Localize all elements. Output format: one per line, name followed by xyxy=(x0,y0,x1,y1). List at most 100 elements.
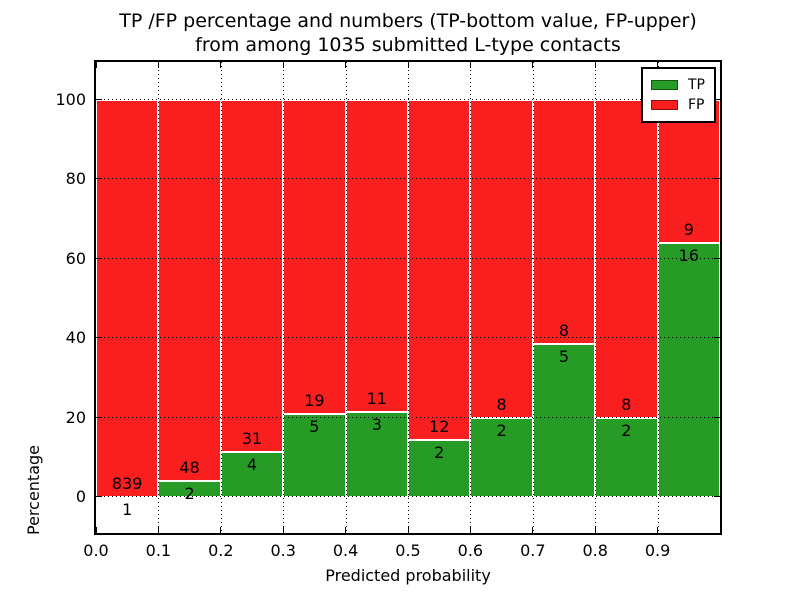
x-tick-mark xyxy=(407,62,409,68)
y-tick-mark xyxy=(714,337,720,339)
x-tick-mark xyxy=(220,527,222,533)
fp-bar-segment xyxy=(470,99,533,418)
x-tick-mark xyxy=(282,62,284,68)
tp-count-label: 5 xyxy=(558,347,570,367)
y-tick-mark xyxy=(714,496,720,498)
x-tick-mark xyxy=(594,62,596,68)
tp-count-label: 2 xyxy=(434,443,445,463)
v-gridline xyxy=(532,62,534,533)
y-tick-label: 100 xyxy=(55,89,86,109)
v-gridline xyxy=(595,62,597,533)
x-tick-mark xyxy=(407,527,409,533)
fp-bar-segment xyxy=(408,99,471,441)
tp-bar-segment xyxy=(657,242,720,498)
tp-count-label: 16 xyxy=(678,245,699,265)
y-tick-mark xyxy=(96,257,102,259)
v-gridline xyxy=(657,62,659,533)
x-tick-mark xyxy=(594,527,596,533)
fp-bar-segment xyxy=(158,99,221,482)
tp-count-label: 3 xyxy=(371,415,382,435)
y-tick-mark xyxy=(714,416,720,418)
tp-count-label: 4 xyxy=(246,454,258,474)
fp-bar-segment xyxy=(595,99,658,418)
x-tick-mark xyxy=(282,527,284,533)
fp-count-label: 31 xyxy=(241,428,263,448)
legend-swatch-fp-icon xyxy=(651,100,678,110)
fp-bar-segment xyxy=(345,99,408,413)
legend-label: FP xyxy=(688,97,705,113)
fp-count-label: 8 xyxy=(621,394,632,414)
tp-count-label: 1 xyxy=(122,499,133,519)
tp-bar-segment xyxy=(595,417,658,498)
tp-count-label: 2 xyxy=(496,420,507,440)
fp-count-label: 48 xyxy=(179,458,200,478)
x-tick-label: 0.5 xyxy=(395,541,421,560)
legend-item: TP xyxy=(651,77,705,93)
fp-bar-segment xyxy=(283,99,346,415)
legend-item: FP xyxy=(651,97,705,113)
v-gridline xyxy=(283,62,285,533)
tp-bar-segment xyxy=(532,344,596,498)
y-tick-mark xyxy=(714,98,720,100)
y-tick-label: 60 xyxy=(65,248,86,268)
x-tick-mark xyxy=(657,527,659,533)
x-tick-mark xyxy=(157,62,159,68)
chart-title-line1: TP /FP percentage and numbers (TP-bottom… xyxy=(119,10,697,32)
y-tick-mark xyxy=(96,416,102,418)
x-tick-mark xyxy=(95,527,97,533)
x-tick-label: 0.3 xyxy=(270,541,296,560)
x-tick-mark xyxy=(95,62,97,68)
y-tick-mark xyxy=(96,337,102,339)
y-tick-label: 0 xyxy=(75,487,86,507)
y-tick-label: 20 xyxy=(65,407,86,427)
v-gridline xyxy=(158,62,160,533)
x-tick-mark xyxy=(469,527,471,533)
chart-title: TP /FP percentage and numbers (TP-bottom… xyxy=(96,9,720,57)
tp-count-label: 2 xyxy=(184,484,195,504)
x-tick-label: 0.1 xyxy=(145,541,172,560)
x-tick-mark xyxy=(345,527,347,533)
tp-count-label: 5 xyxy=(309,417,320,437)
x-tick-mark xyxy=(220,62,222,68)
y-tick-label: 80 xyxy=(65,169,86,189)
fp-bar-segment xyxy=(532,99,596,345)
legend: TP FP xyxy=(641,67,716,123)
x-tick-mark xyxy=(157,527,159,533)
fp-count-label: 8 xyxy=(558,321,570,341)
y-tick-mark xyxy=(714,178,720,180)
x-tick-mark xyxy=(532,62,534,68)
y-tick-mark xyxy=(96,496,102,498)
x-tick-label: 0.8 xyxy=(582,541,608,560)
v-gridline xyxy=(408,62,409,533)
y-tick-label: 40 xyxy=(65,328,86,348)
x-tick-mark xyxy=(657,62,659,68)
y-axis-title: Percentage xyxy=(24,444,43,535)
fp-count-label: 12 xyxy=(429,417,450,437)
v-gridline xyxy=(470,62,472,533)
x-tick-label: 0.7 xyxy=(520,541,546,560)
tp-bar-segment xyxy=(220,451,284,498)
fp-count-label: 839 xyxy=(111,473,143,493)
legend-label: TP xyxy=(688,77,705,93)
legend-swatch-tp-icon xyxy=(651,80,678,90)
x-tick-label: 0.0 xyxy=(83,541,109,560)
fp-count-label: 11 xyxy=(366,389,387,409)
fp-bar-segment xyxy=(220,99,284,452)
x-tick-label: 0.2 xyxy=(208,541,234,560)
x-tick-mark xyxy=(719,527,721,533)
fp-count-label: 8 xyxy=(496,394,507,414)
v-gridline xyxy=(345,62,347,533)
fp-bar-segment xyxy=(96,99,159,497)
y-tick-mark xyxy=(714,257,720,259)
v-gridline xyxy=(220,62,222,533)
x-tick-mark xyxy=(719,62,721,68)
tp-count-label: 2 xyxy=(621,420,632,440)
fp-count-label: 19 xyxy=(304,391,325,411)
fp-count-label: 9 xyxy=(683,219,694,239)
chart-title-line2: from among 1035 submitted L-type contact… xyxy=(195,34,621,56)
y-tick-mark xyxy=(96,98,102,100)
x-tick-label: 0.6 xyxy=(457,541,484,560)
x-tick-mark xyxy=(469,62,471,68)
x-tick-label: 0.4 xyxy=(332,541,359,560)
